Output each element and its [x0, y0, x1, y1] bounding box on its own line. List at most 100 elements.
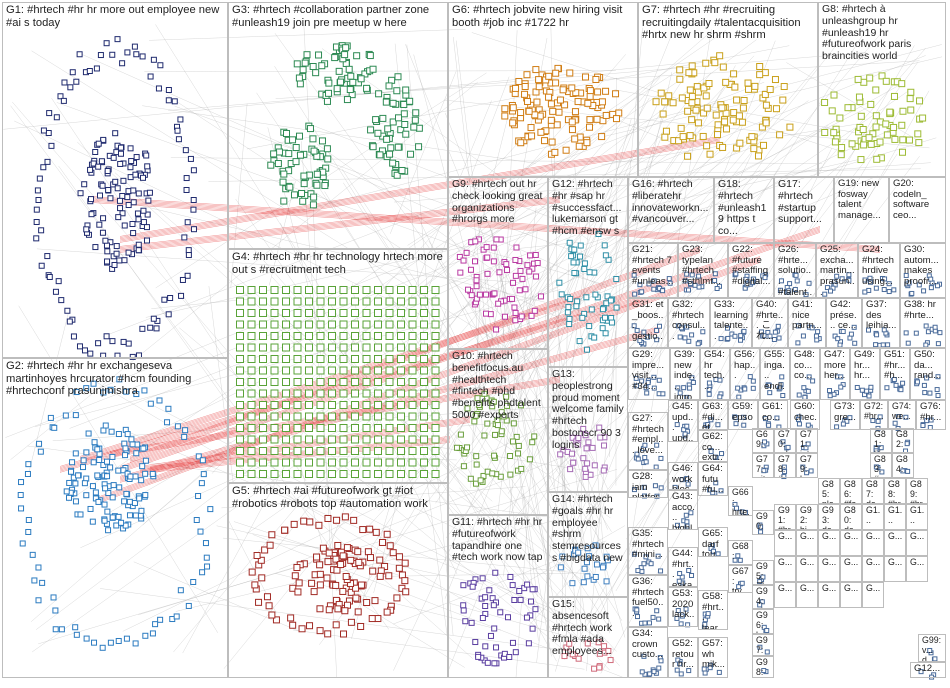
- node[interactable]: [420, 366, 428, 375]
- node[interactable]: [190, 206, 197, 213]
- node[interactable]: [362, 332, 371, 340]
- group-box-g23[interactable]: G23: typelan #hrtech #sthlmt...: [678, 243, 728, 298]
- node[interactable]: [397, 378, 405, 386]
- group-box-g76[interactable]: G76: #hr...: [916, 400, 946, 430]
- node[interactable]: [259, 343, 267, 352]
- node[interactable]: [397, 389, 405, 398]
- node[interactable]: [131, 499, 138, 506]
- node[interactable]: [104, 168, 111, 175]
- node[interactable]: [247, 389, 256, 398]
- node[interactable]: [46, 273, 53, 280]
- node[interactable]: [259, 435, 267, 444]
- node[interactable]: [145, 197, 152, 204]
- node[interactable]: [397, 435, 405, 444]
- node[interactable]: [174, 127, 181, 134]
- node[interactable]: [247, 286, 256, 294]
- node[interactable]: [407, 150, 415, 158]
- node[interactable]: [190, 167, 197, 174]
- node[interactable]: [140, 219, 147, 226]
- node[interactable]: [112, 178, 119, 185]
- node[interactable]: [305, 458, 313, 467]
- node[interactable]: [408, 309, 417, 317]
- node[interactable]: [408, 366, 417, 375]
- node[interactable]: [114, 185, 121, 192]
- node[interactable]: [328, 458, 336, 467]
- node[interactable]: [339, 355, 348, 363]
- group-box-g122[interactable]: G12...: [910, 662, 946, 678]
- node[interactable]: [140, 207, 147, 214]
- node[interactable]: [282, 424, 290, 432]
- group-box-g94[interactable]: G94: pin...: [752, 585, 774, 609]
- group-box-g19[interactable]: G19: new fosway talent manage...: [834, 177, 889, 243]
- node[interactable]: [111, 261, 118, 268]
- node[interactable]: [285, 150, 293, 158]
- node[interactable]: [305, 297, 313, 306]
- node[interactable]: [18, 479, 25, 486]
- node[interactable]: [259, 320, 267, 329]
- node[interactable]: [300, 172, 308, 180]
- node[interactable]: [40, 127, 47, 134]
- node[interactable]: [90, 160, 97, 167]
- node[interactable]: [247, 366, 256, 375]
- node[interactable]: [66, 318, 73, 325]
- node[interactable]: [394, 73, 402, 81]
- node[interactable]: [47, 414, 54, 421]
- node[interactable]: [408, 286, 417, 294]
- group-box-g39[interactable]: G39: new inde... inno...: [670, 348, 700, 400]
- node[interactable]: [351, 286, 359, 294]
- node[interactable]: [130, 230, 137, 237]
- node[interactable]: [282, 366, 290, 375]
- node[interactable]: [53, 114, 60, 121]
- group-box-g59[interactable]: G59: epso...: [728, 400, 758, 430]
- node[interactable]: [125, 202, 132, 209]
- node[interactable]: [60, 97, 67, 104]
- node[interactable]: [44, 253, 51, 260]
- node[interactable]: [17, 492, 24, 499]
- node[interactable]: [143, 224, 150, 231]
- node[interactable]: [236, 412, 244, 421]
- node[interactable]: [328, 401, 336, 409]
- group-box-g58[interactable]: G58: #hrt... lear...: [698, 590, 728, 630]
- node[interactable]: [339, 297, 348, 306]
- node[interactable]: [35, 597, 42, 604]
- node[interactable]: [292, 158, 300, 166]
- node[interactable]: [386, 150, 394, 158]
- node[interactable]: [150, 56, 157, 63]
- node[interactable]: [121, 257, 128, 264]
- node[interactable]: [362, 366, 371, 375]
- group-box-g95[interactable]: G95: 采...: [752, 560, 774, 585]
- group-box-g79[interactable]: G79: hr...: [796, 453, 818, 478]
- node[interactable]: [105, 490, 112, 497]
- group-box-g36[interactable]: G36: #hrtech fuel50...: [628, 575, 668, 627]
- node[interactable]: [374, 401, 382, 409]
- group-box-g27[interactable]: G27: #hrtech #empl... love...: [628, 412, 668, 470]
- node[interactable]: [123, 490, 130, 497]
- node[interactable]: [150, 315, 157, 322]
- node[interactable]: [133, 51, 140, 58]
- node[interactable]: [88, 211, 95, 218]
- node[interactable]: [431, 355, 440, 363]
- node[interactable]: [122, 445, 129, 452]
- node[interactable]: [351, 458, 359, 467]
- node[interactable]: [342, 44, 350, 52]
- node[interactable]: [133, 391, 140, 398]
- node[interactable]: [142, 632, 149, 639]
- node[interactable]: [147, 73, 154, 80]
- group-box-g60[interactable]: G60: chec...: [790, 400, 820, 430]
- node[interactable]: [408, 470, 417, 478]
- node[interactable]: [402, 86, 410, 94]
- node[interactable]: [328, 355, 336, 363]
- node[interactable]: [369, 143, 377, 151]
- group-box-g22[interactable]: G22: #future #staffing #digital...: [728, 243, 774, 298]
- node[interactable]: [80, 464, 87, 471]
- node[interactable]: [408, 320, 417, 329]
- node[interactable]: [374, 129, 382, 137]
- node[interactable]: [384, 125, 392, 133]
- node[interactable]: [274, 160, 282, 168]
- node[interactable]: [351, 343, 359, 352]
- group-box-g98[interactable]: G98: ib...: [752, 656, 774, 678]
- node[interactable]: [339, 343, 348, 352]
- node[interactable]: [25, 517, 32, 523]
- node[interactable]: [328, 424, 336, 432]
- node[interactable]: [293, 309, 302, 317]
